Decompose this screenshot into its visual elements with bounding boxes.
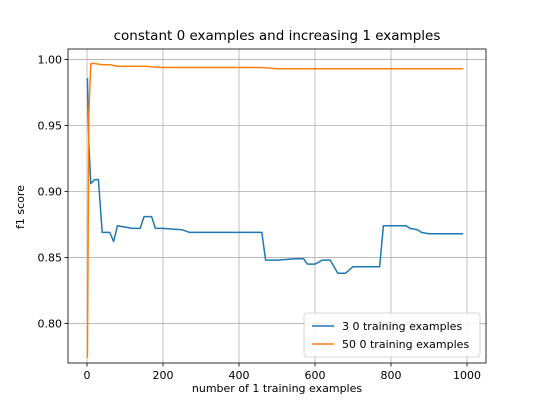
series-line-2 xyxy=(86,62,464,358)
x-tick-label: 0 xyxy=(84,369,91,382)
y-tick-label: 1.00 xyxy=(38,54,63,67)
series-lines xyxy=(86,62,464,358)
legend-label: 50 0 training examples xyxy=(342,338,469,351)
y-tick-label: 0.80 xyxy=(38,317,63,330)
x-tick-label: 400 xyxy=(229,369,250,382)
plot-frame xyxy=(67,48,487,364)
x-axis-label: number of 1 training examples xyxy=(192,382,362,395)
y-tick-label: 0.85 xyxy=(38,251,63,264)
x-tick-label: 1000 xyxy=(453,369,481,382)
y-axis-label: f1 score xyxy=(14,185,27,229)
series-line-1 xyxy=(86,77,464,275)
chart-title: constant 0 examples and increasing 1 exa… xyxy=(114,28,441,44)
x-tick-label: 800 xyxy=(381,369,402,382)
y-tick-label: 0.95 xyxy=(38,120,63,133)
x-tick-label: 200 xyxy=(153,369,174,382)
y-tick-label: 0.90 xyxy=(38,185,63,198)
legend-box xyxy=(303,312,481,358)
x-tick-label: 600 xyxy=(305,369,326,382)
legend: 3 0 training examples 50 0 training examp… xyxy=(303,312,481,358)
grid xyxy=(68,49,486,363)
legend-label: 3 0 training examples xyxy=(342,320,462,333)
axis-ticks: 0 200 400 600 800 1000 0.80 0.85 0.90 0.95 1.00 xyxy=(38,54,482,382)
